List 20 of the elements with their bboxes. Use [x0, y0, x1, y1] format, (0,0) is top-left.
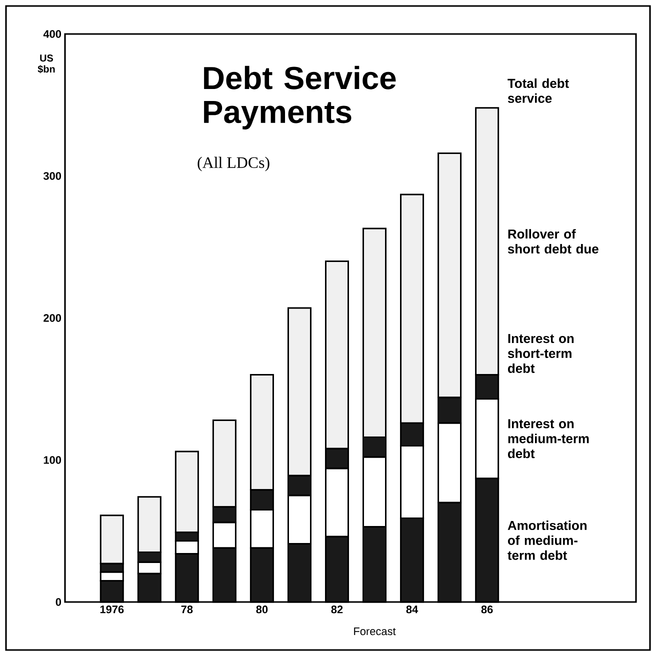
x-tick-label: 86: [481, 606, 493, 614]
text: (All LDCs): [198, 156, 270, 172]
annotation: Total debt service: [508, 78, 569, 103]
series-label: Interest on medium-term debt: [508, 419, 589, 458]
y-tick-label: 0: [56, 598, 62, 606]
x-tick-label: 80: [256, 606, 268, 614]
y-tick-label: 100: [44, 456, 62, 464]
text: Debt Service Payments: [204, 66, 396, 130]
x-tick-label: 84: [406, 606, 418, 614]
y-axis-title: US $bn: [38, 54, 55, 74]
text: Forecast: [354, 628, 396, 636]
x-tick-label: 78: [181, 606, 193, 614]
x-tick-label: 1976: [100, 606, 124, 614]
x-tick-label: 82: [331, 606, 343, 614]
series-label: Rollover of short debt due: [508, 229, 598, 254]
y-tick-label: 400: [43, 30, 62, 38]
y-tick-label: 300: [43, 172, 62, 180]
series-label: Amortisation of medium-term debt: [508, 520, 587, 560]
series-label: Interest on short-term debt: [508, 334, 574, 373]
y-tick-label: 200: [44, 314, 62, 322]
